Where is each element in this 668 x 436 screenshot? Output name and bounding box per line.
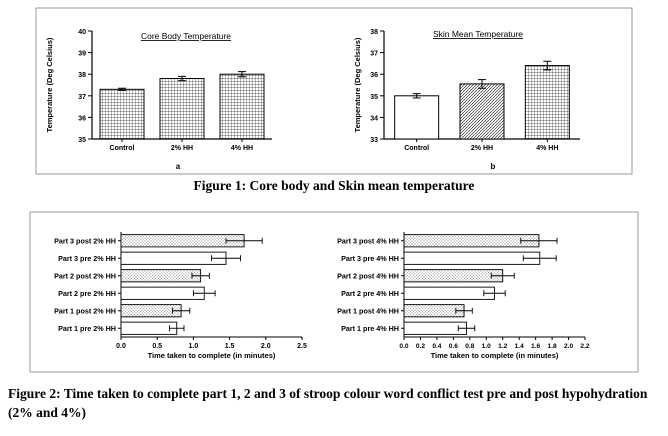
y-tick-label: 34 bbox=[370, 115, 378, 122]
figure1-panel-border bbox=[35, 7, 633, 175]
bar bbox=[403, 286, 495, 300]
x-tick-label: 4% HH bbox=[231, 145, 253, 152]
bar bbox=[99, 88, 145, 140]
figure2-caption: Figure 2: Time taken to complete part 1,… bbox=[8, 386, 648, 420]
y-tick-label: 39 bbox=[78, 51, 86, 58]
bar bbox=[403, 251, 541, 265]
figure-canvas: 35 36 37 38 39 40 Temperature (Deg Celsius) Cor… bbox=[29, 7, 639, 373]
x-tick-label: 1.8 bbox=[548, 343, 557, 350]
y-axis-label: Temperature (Deg Celsius) bbox=[353, 37, 362, 132]
y-tick-label: Part 2 post 2% HH bbox=[54, 271, 116, 280]
chart-title: Skin Mean Temperature bbox=[433, 29, 523, 39]
x-tick-label: 2% HH bbox=[171, 145, 193, 152]
x-tick-label: 2% HH bbox=[471, 145, 493, 152]
y-tick-label: Part 1 post 4% HH bbox=[337, 306, 399, 315]
x-tick-label: 2.0 bbox=[261, 343, 271, 350]
y-tick-label: Part 3 pre 2% HH bbox=[58, 254, 116, 263]
bar bbox=[524, 65, 570, 140]
y-tick-label: 37 bbox=[78, 94, 86, 101]
x-tick-label: 0.2 bbox=[416, 343, 425, 350]
bar bbox=[159, 78, 205, 140]
x-tick-label: 0.8 bbox=[465, 343, 474, 350]
x-tick-label: 1.5 bbox=[225, 343, 235, 350]
bar bbox=[394, 95, 440, 140]
y-tick-label: Part 3 pre 4% HH bbox=[341, 254, 399, 263]
x-tick-label: 0.5 bbox=[152, 343, 162, 350]
bar bbox=[120, 286, 205, 300]
y-tick-label: 36 bbox=[78, 115, 86, 122]
y-tick-label: Part 1 post 2% HH bbox=[54, 306, 116, 315]
bar bbox=[120, 269, 202, 283]
y-tick-label: Part 2 pre 4% HH bbox=[341, 289, 399, 298]
x-tick-label: 0.6 bbox=[449, 343, 458, 350]
x-tick-label: 2.2 bbox=[580, 343, 589, 350]
chart-title: Core Body Temperature bbox=[141, 31, 231, 41]
y-tick-label: Part 1 pre 2% HH bbox=[58, 324, 116, 333]
x-tick-label: 1.0 bbox=[189, 343, 199, 350]
x-tick-label: 1.2 bbox=[498, 343, 507, 350]
bar bbox=[459, 83, 505, 140]
y-tick-label: Part 3 post 4% HH bbox=[337, 236, 399, 245]
x-tick-label: Control bbox=[404, 145, 429, 152]
bar bbox=[403, 269, 504, 283]
x-tick-label: 1.6 bbox=[531, 343, 540, 350]
bar bbox=[120, 251, 227, 265]
y-tick-label: 38 bbox=[370, 29, 378, 36]
bar bbox=[403, 304, 465, 318]
figure2-panel-border bbox=[29, 211, 639, 373]
x-tick-label: 0.0 bbox=[399, 343, 408, 350]
x-axis-label: Time taken to complete (in minutes) bbox=[148, 351, 276, 360]
bar bbox=[219, 73, 265, 140]
y-tick-label: 36 bbox=[370, 72, 378, 79]
y-tick-label: 35 bbox=[370, 94, 378, 101]
y-tick-label: 37 bbox=[370, 51, 378, 58]
y-tick-label: Part 2 post 4% HH bbox=[337, 271, 399, 280]
y-tick-label: Part 2 pre 2% HH bbox=[58, 289, 116, 298]
x-tick-label: 1.4 bbox=[515, 343, 524, 350]
y-tick-label: 35 bbox=[78, 137, 86, 144]
x-tick-label: 0.4 bbox=[432, 343, 441, 350]
bar bbox=[403, 321, 467, 335]
y-tick-label: 38 bbox=[78, 72, 86, 79]
y-tick-label: Part 1 pre 4% HH bbox=[341, 324, 399, 333]
y-tick-label: 33 bbox=[370, 137, 378, 144]
x-tick-label: 0.0 bbox=[116, 343, 126, 350]
x-axis-label: Time taken to complete (in minutes) bbox=[431, 351, 559, 360]
y-axis-label: Temperature (Deg Celsius) bbox=[45, 37, 54, 132]
x-tick-label: 1.0 bbox=[482, 343, 491, 350]
bar bbox=[120, 321, 178, 335]
panel-label: a bbox=[176, 162, 181, 171]
x-tick-label: 4% HH bbox=[536, 145, 558, 152]
figure1-caption: Figure 1: Core body and Skin mean temper… bbox=[193, 178, 475, 193]
x-tick-label: Control bbox=[110, 145, 135, 152]
x-tick-label: 2.5 bbox=[297, 343, 307, 350]
panel-label: b bbox=[491, 162, 496, 171]
bar bbox=[403, 234, 540, 248]
y-tick-label: Part 3 post 2% HH bbox=[54, 236, 116, 245]
x-tick-label: 2.0 bbox=[564, 343, 573, 350]
y-tick-label: 40 bbox=[78, 29, 86, 36]
